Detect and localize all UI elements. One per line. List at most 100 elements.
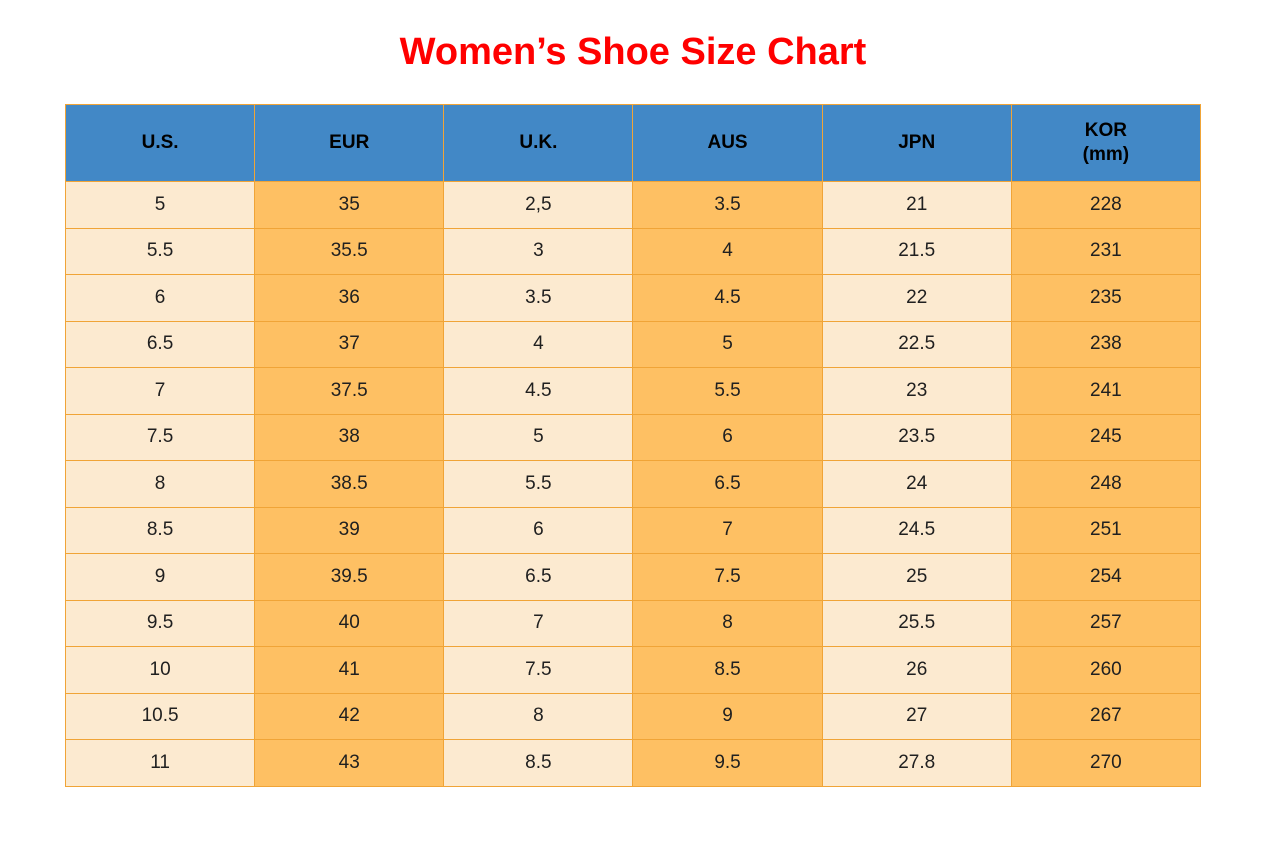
table-cell: 39.5 bbox=[254, 553, 445, 601]
table-row: 9.5 40 7 8 25.5 257 bbox=[64, 599, 1202, 647]
table-row: 11 43 8.5 9.5 27.8 270 bbox=[64, 739, 1202, 787]
table-row: 5.5 35.5 3 4 21.5 231 bbox=[64, 227, 1202, 275]
table-cell: 4 bbox=[632, 227, 823, 275]
table-cell: 23.5 bbox=[821, 413, 1012, 461]
table-cell: 24.5 bbox=[821, 506, 1012, 554]
table-cell: 35 bbox=[254, 181, 445, 229]
table-cell: 27.8 bbox=[821, 739, 1012, 787]
table-cell: 23 bbox=[821, 367, 1012, 415]
table-row: 10 41 7.5 8.5 26 260 bbox=[64, 646, 1202, 694]
table-row: 8 38.5 5.5 6.5 24 248 bbox=[64, 460, 1202, 508]
table-cell: 9.5 bbox=[64, 599, 256, 647]
table-cell: 2,5 bbox=[443, 181, 634, 229]
table-cell: 245 bbox=[1010, 413, 1202, 461]
table-cell: 6 bbox=[443, 506, 634, 554]
table-cell: 7.5 bbox=[64, 413, 256, 461]
table-cell: 39 bbox=[254, 506, 445, 554]
table-cell: 43 bbox=[254, 739, 445, 787]
table-cell: 7.5 bbox=[443, 646, 634, 694]
table-cell: 6 bbox=[632, 413, 823, 461]
table-cell: 22 bbox=[821, 274, 1012, 322]
table-cell: 4 bbox=[443, 320, 634, 368]
column-header-us: U.S. bbox=[64, 104, 256, 182]
table-cell: 6.5 bbox=[64, 320, 256, 368]
table-cell: 27 bbox=[821, 692, 1012, 740]
table-cell: 35.5 bbox=[254, 227, 445, 275]
table-cell: 6.5 bbox=[632, 460, 823, 508]
table-cell: 257 bbox=[1010, 599, 1202, 647]
table-cell: 248 bbox=[1010, 460, 1202, 508]
table-cell: 41 bbox=[254, 646, 445, 694]
column-header-label: U.S. bbox=[141, 132, 179, 153]
table-cell: 9 bbox=[632, 692, 823, 740]
table-cell: 7 bbox=[632, 506, 823, 554]
table-cell: 5.5 bbox=[632, 367, 823, 415]
table-cell: 7 bbox=[443, 599, 634, 647]
table-header: U.S. EUR U.K. AUS JPN bbox=[64, 104, 1202, 182]
table-cell: 5.5 bbox=[443, 460, 634, 508]
column-header-eur: EUR bbox=[254, 104, 445, 182]
shoe-size-table: U.S. EUR U.K. AUS JPN bbox=[64, 104, 1202, 787]
table-cell: 251 bbox=[1010, 506, 1202, 554]
table-cell: 8 bbox=[632, 599, 823, 647]
column-header-label: KOR bbox=[1084, 120, 1127, 141]
column-header-uk: U.K. bbox=[443, 104, 634, 182]
table-cell: 235 bbox=[1010, 274, 1202, 322]
table-cell: 11 bbox=[64, 739, 256, 787]
column-header-label: EUR bbox=[329, 132, 370, 153]
table-cell: 10.5 bbox=[64, 692, 256, 740]
table-cell: 7.5 bbox=[632, 553, 823, 601]
column-header-sublabel: (mm) bbox=[1082, 144, 1130, 165]
table-cell: 25.5 bbox=[821, 599, 1012, 647]
table-cell: 37 bbox=[254, 320, 445, 368]
table-cell: 4.5 bbox=[632, 274, 823, 322]
table-cell: 9.5 bbox=[632, 739, 823, 787]
table-cell: 8 bbox=[443, 692, 634, 740]
table-cell: 7 bbox=[64, 367, 256, 415]
table-cell: 26 bbox=[821, 646, 1012, 694]
table-cell: 270 bbox=[1010, 739, 1202, 787]
table-cell: 36 bbox=[254, 274, 445, 322]
table-cell: 6.5 bbox=[443, 553, 634, 601]
table-cell: 21 bbox=[821, 181, 1012, 229]
table-cell: 4.5 bbox=[443, 367, 634, 415]
table-row: 7.5 38 5 6 23.5 245 bbox=[64, 413, 1202, 461]
table-cell: 9 bbox=[64, 553, 256, 601]
table-cell: 42 bbox=[254, 692, 445, 740]
table-cell: 5.5 bbox=[64, 227, 256, 275]
table-cell: 267 bbox=[1010, 692, 1202, 740]
table-cell: 21.5 bbox=[821, 227, 1012, 275]
table-row: 10.5 42 8 9 27 267 bbox=[64, 692, 1202, 740]
table-cell: 25 bbox=[821, 553, 1012, 601]
table-cell: 38.5 bbox=[254, 460, 445, 508]
table-body: 5 35 2,5 3.5 21 228 5.5 35.5 3 4 21.5 231 6 36 3.5 4.5 2… bbox=[64, 181, 1202, 787]
table-cell: 10 bbox=[64, 646, 256, 694]
table-cell: 24 bbox=[821, 460, 1012, 508]
column-header-kor-mm: KOR (mm) bbox=[1010, 104, 1202, 182]
table-cell: 40 bbox=[254, 599, 445, 647]
table-cell: 6 bbox=[64, 274, 256, 322]
table-cell: 228 bbox=[1010, 181, 1202, 229]
table-cell: 238 bbox=[1010, 320, 1202, 368]
page-title: Women’s Shoe Size Chart bbox=[399, 31, 867, 73]
table-cell: 5 bbox=[632, 320, 823, 368]
table-cell: 3.5 bbox=[632, 181, 823, 229]
table-cell: 3 bbox=[443, 227, 634, 275]
column-header-label: U.K. bbox=[519, 132, 558, 153]
header-row: U.S. EUR U.K. AUS JPN bbox=[64, 104, 1202, 182]
column-header-aus: AUS bbox=[632, 104, 823, 182]
column-header-label: JPN bbox=[898, 132, 936, 153]
table-row: 9 39.5 6.5 7.5 25 254 bbox=[64, 553, 1202, 601]
table-row: 6 36 3.5 4.5 22 235 bbox=[64, 274, 1202, 322]
table-cell: 8.5 bbox=[632, 646, 823, 694]
table-cell: 241 bbox=[1010, 367, 1202, 415]
table-row: 8.5 39 6 7 24.5 251 bbox=[64, 506, 1202, 554]
table-cell: 5 bbox=[443, 413, 634, 461]
table-cell: 8.5 bbox=[443, 739, 634, 787]
column-header-jpn: JPN bbox=[821, 104, 1012, 182]
table-cell: 8 bbox=[64, 460, 256, 508]
table-cell: 22.5 bbox=[821, 320, 1012, 368]
table-cell: 254 bbox=[1010, 553, 1202, 601]
column-header-label: AUS bbox=[707, 132, 748, 153]
